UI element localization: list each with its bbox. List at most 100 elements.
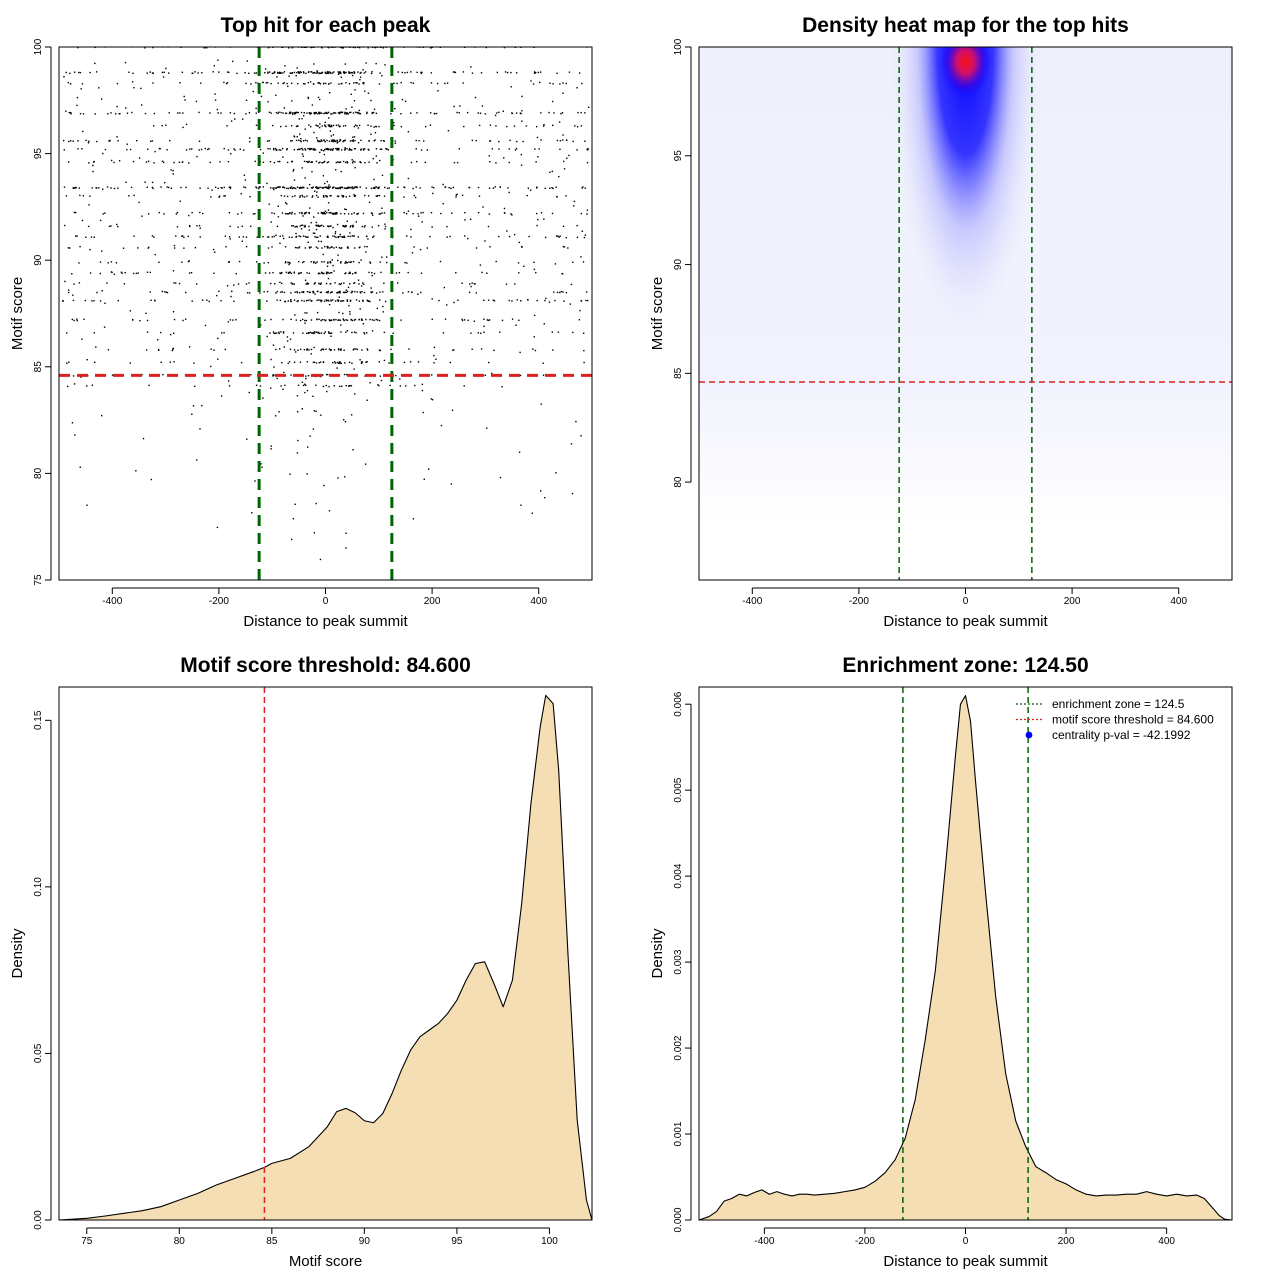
data-point [410, 71, 412, 73]
data-point [449, 235, 451, 238]
data-point [258, 111, 260, 113]
data-point [78, 262, 80, 264]
data-point [520, 504, 522, 506]
data-point [153, 236, 155, 238]
data-point [343, 282, 345, 284]
data-point [561, 272, 563, 275]
data-point [453, 161, 456, 164]
data-point [254, 160, 256, 163]
data-point [315, 72, 317, 74]
data-point [230, 120, 233, 122]
data-point [544, 236, 547, 239]
data-point [329, 332, 332, 335]
data-point [361, 225, 363, 228]
data-point [360, 362, 363, 365]
data-point [320, 291, 323, 293]
data-point [297, 125, 299, 127]
data-point [336, 148, 338, 151]
data-point [393, 124, 395, 127]
data-point [430, 82, 433, 84]
data-point [293, 361, 296, 363]
data-point [274, 415, 277, 417]
data-point [300, 137, 302, 140]
data-point [475, 247, 478, 249]
data-point [323, 186, 325, 189]
data-point [301, 167, 303, 169]
data-point [166, 186, 168, 188]
data-point [67, 247, 70, 249]
data-point [323, 112, 325, 115]
data-point [317, 240, 320, 243]
data-point [354, 161, 356, 163]
data-point [324, 121, 327, 124]
data-point [420, 149, 423, 151]
data-point [74, 434, 76, 436]
data-point [453, 349, 455, 351]
data-point [99, 300, 102, 302]
data-point [380, 379, 383, 382]
y-tick-label: 0.00 [33, 1210, 44, 1230]
data-point [426, 247, 429, 249]
data-point [245, 82, 247, 85]
data-point [317, 236, 319, 239]
data-point [295, 187, 297, 190]
data-point [86, 504, 88, 506]
data-point [255, 124, 258, 127]
data-point [311, 332, 313, 334]
data-point [327, 277, 330, 280]
data-point [79, 245, 81, 248]
data-point [349, 384, 351, 387]
data-point [161, 71, 164, 74]
data-point [357, 279, 360, 281]
data-point [315, 236, 318, 239]
data-point [195, 100, 198, 103]
data-point [432, 187, 435, 189]
data-point [181, 235, 183, 237]
data-point [154, 253, 156, 256]
data-point [520, 153, 523, 156]
data-point [229, 187, 232, 190]
data-point [208, 300, 210, 303]
data-point [393, 121, 395, 124]
data-point [312, 72, 314, 74]
data-point [463, 47, 466, 49]
data-point [173, 318, 176, 321]
data-point [101, 250, 103, 252]
data-point [345, 261, 347, 264]
data-point [455, 196, 457, 198]
data-point [417, 215, 420, 217]
data-point [146, 72, 148, 74]
data-point [322, 361, 325, 364]
data-point [298, 212, 301, 214]
data-point [348, 72, 350, 74]
data-point [291, 213, 293, 215]
data-point [98, 87, 100, 89]
data-point [301, 194, 303, 197]
data-point [319, 140, 321, 143]
data-point [342, 47, 345, 49]
data-point [473, 283, 475, 285]
data-point [545, 297, 547, 300]
data-point [422, 411, 424, 414]
data-point [350, 319, 352, 321]
data-point [543, 218, 545, 220]
x-tick-label: -400 [754, 1236, 774, 1247]
data-point [326, 235, 329, 237]
data-point [160, 361, 162, 363]
data-point [287, 213, 289, 215]
data-point [429, 124, 432, 126]
x-tick-label: -200 [209, 596, 229, 607]
data-point [328, 148, 330, 150]
data-point [285, 271, 288, 274]
data-point [294, 112, 297, 115]
data-point [301, 291, 303, 293]
data-point [305, 72, 307, 75]
data-point [312, 186, 314, 188]
data-point [129, 310, 132, 312]
data-point [165, 124, 167, 126]
data-point [371, 319, 374, 321]
data-point [421, 389, 424, 392]
data-point [330, 124, 333, 127]
data-point [214, 99, 217, 101]
data-point [318, 225, 321, 227]
